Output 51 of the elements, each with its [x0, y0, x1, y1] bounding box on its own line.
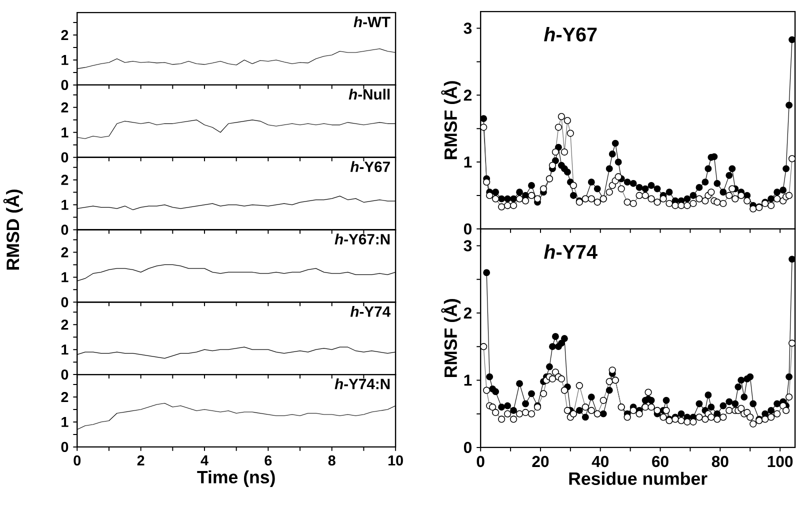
y-tick-label: 1: [62, 200, 68, 210]
x-tick-label: 20: [532, 456, 549, 467]
y-tick-label: 1: [62, 416, 68, 427]
y-axis-title: RMSD (Å): [3, 189, 23, 270]
chart-title: h-WT: [354, 16, 390, 27]
x-tick-label: 6: [264, 455, 272, 466]
x-tick-label: 100: [768, 456, 793, 467]
x-tick-label: 8: [328, 455, 336, 466]
x-tick-label: 10: [388, 455, 403, 466]
chart-title: h-Y67: [350, 161, 390, 172]
y-tick-label: 0: [61, 152, 68, 162]
chart-title: h-Y74: [350, 306, 390, 317]
y-tick-label: 3: [464, 22, 472, 34]
x-axis-title: Time (ns): [197, 470, 275, 487]
y-tick-label: 1: [62, 344, 68, 354]
chart-title: h-Null: [348, 88, 390, 100]
y-tick-label: 1: [464, 156, 472, 168]
y-axis-title: RMSF (Å): [441, 298, 461, 377]
y-tick-label: 1: [62, 127, 68, 138]
y-tick-label: 2: [61, 102, 68, 112]
x-tick-label: 0: [476, 456, 484, 467]
y-tick-label: 1: [62, 54, 68, 65]
x-axis-title: Residue number: [569, 472, 708, 485]
y-tick-label: 2: [61, 30, 68, 40]
x-tick-label: 2: [137, 455, 144, 466]
y-tick-label: 1: [62, 272, 68, 282]
y-tick-label: 0: [61, 224, 68, 235]
x-tick-label: 4: [200, 455, 208, 466]
y-tick-label: 2: [61, 319, 68, 330]
y-tick-label: 1: [464, 374, 472, 386]
x-tick-label: 40: [592, 456, 609, 467]
y-tick-label: 0: [61, 296, 68, 308]
x-tick-label: 60: [652, 456, 668, 467]
y-tick-label: 0: [61, 442, 68, 452]
y-axis-title: RMSF (Å): [441, 80, 461, 159]
y-tick-label: 0: [464, 223, 472, 234]
y-tick-label: 0: [61, 369, 68, 380]
y-tick-label: 2: [61, 174, 68, 185]
text: h-Y67: [544, 26, 597, 42]
chart-title: h-Y67:N: [334, 233, 390, 244]
x-tick-label: 0: [74, 455, 81, 466]
y-tick-label: 2: [61, 392, 68, 402]
y-tick-label: 2: [464, 307, 472, 318]
x-tick-label: 80: [712, 456, 728, 467]
y-tick-label: 0: [464, 442, 472, 453]
chart-title: h-Y74:N: [334, 378, 390, 389]
y-tick-label: 3: [464, 240, 472, 252]
text: h-Y74: [544, 244, 598, 259]
y-tick-label: 2: [61, 247, 68, 258]
y-tick-label: 2: [464, 90, 472, 101]
y-tick-label: 0: [61, 80, 68, 90]
